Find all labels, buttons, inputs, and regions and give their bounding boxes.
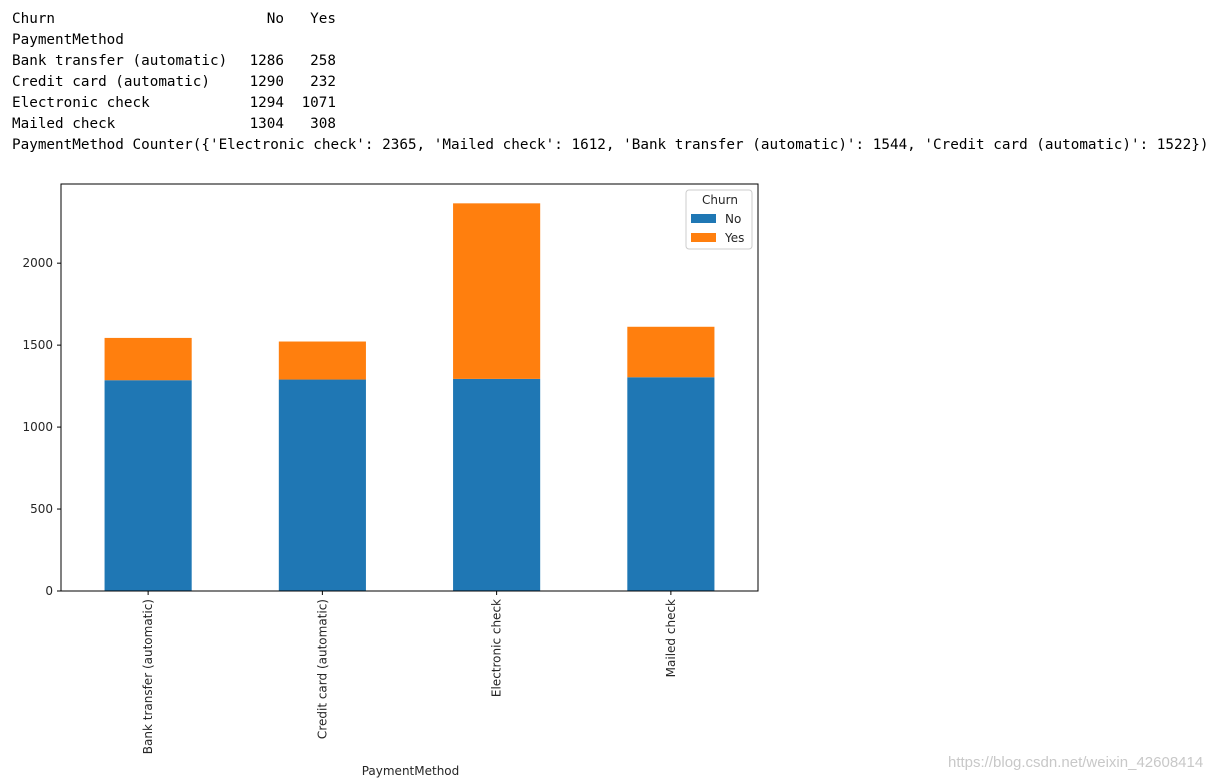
console-row: Credit card (automatic) 1290 232 [12,72,1208,93]
console-row: Electronic check 1294 1071 [12,93,1208,114]
plot-frame [60,183,759,592]
row-method: Bank transfer (automatic) [12,53,228,69]
bar-yes [104,337,192,381]
x-tick-label: Electronic check [490,599,504,697]
bar-no [627,377,715,591]
legend-label-no: No [725,212,741,226]
row-yes: 232 [310,74,336,90]
console-row: Mailed check 1304 308 [12,114,1208,135]
row-no: 1290 [249,74,284,90]
console-row: Bank transfer (automatic) 1286 258 [12,51,1208,72]
bar-no [278,379,366,591]
y-tick-label: 1500 [22,338,53,352]
row-method: Mailed check [12,116,116,132]
bar-yes [453,203,541,379]
watermark: https://blog.csdn.net/weixin_42608414 [948,754,1204,771]
bar-no [104,380,192,591]
console-header-row: Churn No Yes [12,9,1208,30]
x-axis-label: PaymentMethod [362,764,460,778]
console-output: Churn No Yes PaymentMethod Bank transfer (au… [12,9,1208,156]
legend-swatch-yes [691,233,716,242]
bar-yes [627,326,715,378]
y-tick-label: 1000 [22,420,53,434]
console-counter-line: PaymentMethod Counter({'Electronic check… [12,137,1209,153]
row-no: 1304 [249,116,284,132]
legend-swatch-no [691,214,716,223]
row-yes: 258 [310,53,336,69]
x-tick-label: Bank transfer (automatic) [141,599,155,754]
row-yes: 308 [310,116,336,132]
y-tick-label: 2000 [22,256,53,270]
legend-label-yes: Yes [724,231,744,245]
x-tick-label: Mailed check [664,599,678,677]
row-no: 1294 [249,95,284,111]
header-yes: Yes [310,11,336,27]
row-yes: 1071 [301,95,336,111]
console-index-name: PaymentMethod [12,32,124,48]
legend-title: Churn [702,193,738,207]
bar-no [453,378,541,591]
header-no: No [266,11,284,27]
row-method: Credit card (automatic) [12,74,210,90]
header-col-label: Churn [12,11,56,27]
y-tick-label: 500 [30,502,53,516]
row-method: Electronic check [12,95,150,111]
bar-yes [278,341,366,380]
y-tick-label: 0 [45,584,53,598]
row-no: 1286 [249,53,284,69]
x-tick-label: Credit card (automatic) [315,599,329,739]
